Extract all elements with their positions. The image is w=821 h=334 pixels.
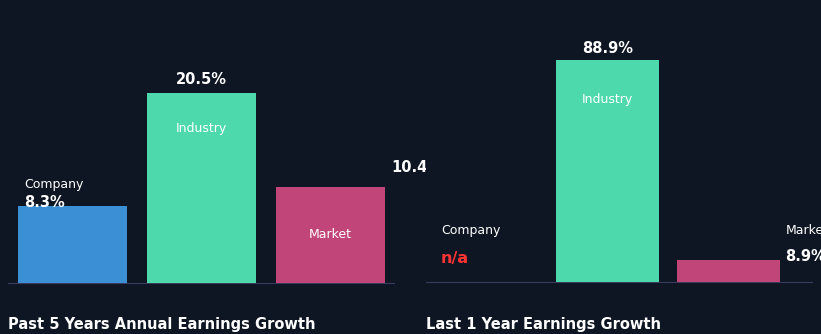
Bar (556, 60, 658, 282)
Bar (18, 206, 127, 283)
Text: Market: Market (309, 228, 352, 241)
Text: 88.9%: 88.9% (582, 40, 633, 55)
Text: 8.9%: 8.9% (786, 249, 821, 264)
Text: Past 5 Years Annual Earnings Growth: Past 5 Years Annual Earnings Growth (8, 317, 316, 332)
Text: Market: Market (786, 224, 821, 237)
Text: Industry: Industry (581, 93, 633, 106)
Bar (677, 260, 780, 282)
Text: 10.4%: 10.4% (392, 160, 443, 175)
Text: 20.5%: 20.5% (177, 72, 227, 88)
Text: 8.3%: 8.3% (25, 195, 65, 210)
Text: Last 1 Year Earnings Growth: Last 1 Year Earnings Growth (426, 317, 661, 332)
Text: Company: Company (441, 224, 501, 237)
Text: n/a: n/a (441, 251, 470, 266)
Bar (147, 93, 256, 283)
Text: Industry: Industry (176, 122, 227, 135)
Bar (276, 187, 385, 283)
Text: Company: Company (25, 178, 84, 191)
